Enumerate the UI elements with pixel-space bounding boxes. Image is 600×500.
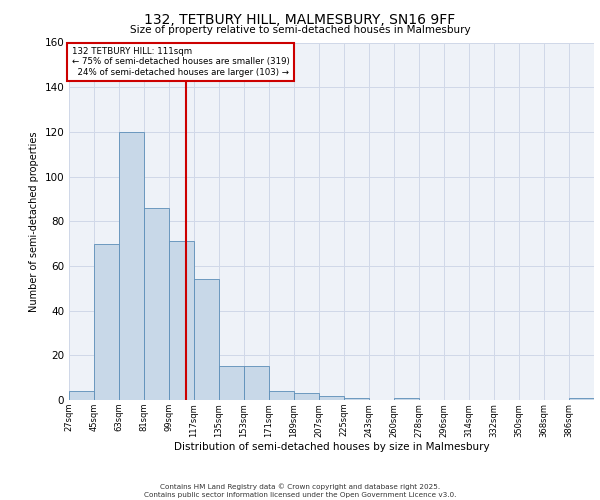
Text: Contains HM Land Registry data © Crown copyright and database right 2025.
Contai: Contains HM Land Registry data © Crown c… — [144, 484, 456, 498]
Bar — [144, 208, 169, 400]
X-axis label: Distribution of semi-detached houses by size in Malmesbury: Distribution of semi-detached houses by … — [173, 442, 490, 452]
Bar — [269, 391, 294, 400]
Bar — [69, 391, 94, 400]
Bar — [244, 366, 269, 400]
Bar — [119, 132, 144, 400]
Bar — [169, 242, 194, 400]
Text: 132 TETBURY HILL: 111sqm
← 75% of semi-detached houses are smaller (319)
  24% o: 132 TETBURY HILL: 111sqm ← 75% of semi-d… — [72, 47, 290, 77]
Text: 132, TETBURY HILL, MALMESBURY, SN16 9FF: 132, TETBURY HILL, MALMESBURY, SN16 9FF — [145, 12, 455, 26]
Bar — [394, 398, 419, 400]
Bar — [344, 398, 369, 400]
Bar — [569, 398, 594, 400]
Bar — [319, 396, 344, 400]
Bar — [194, 280, 219, 400]
Bar — [94, 244, 119, 400]
Bar — [294, 394, 319, 400]
Y-axis label: Number of semi-detached properties: Number of semi-detached properties — [29, 131, 39, 312]
Text: Size of property relative to semi-detached houses in Malmesbury: Size of property relative to semi-detach… — [130, 25, 470, 35]
Bar — [219, 366, 244, 400]
